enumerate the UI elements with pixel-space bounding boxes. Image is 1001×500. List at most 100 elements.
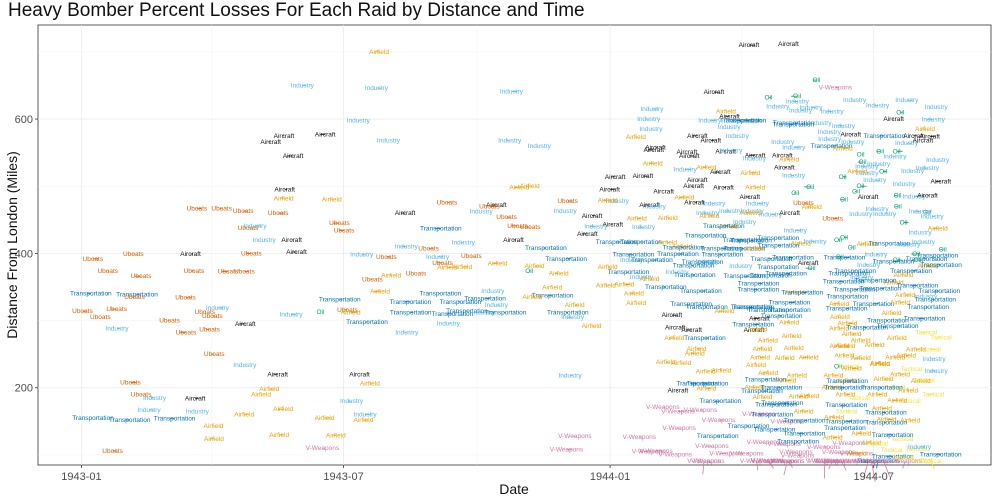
point-label: V-Weapons bbox=[691, 458, 725, 465]
point-label: Airfield bbox=[745, 185, 765, 192]
point-label: Transportation bbox=[464, 295, 506, 302]
point-label: Industry bbox=[726, 133, 750, 140]
point-label: Industry bbox=[832, 123, 856, 130]
data-point: Airfield bbox=[370, 289, 390, 296]
point-label: Airfield bbox=[872, 406, 892, 413]
point-label: Industry bbox=[498, 138, 522, 145]
point-label: Tactical bbox=[866, 441, 888, 448]
data-point: Transportation bbox=[440, 299, 482, 306]
point-label: Uboats bbox=[176, 330, 197, 337]
point-label: Industry bbox=[908, 230, 932, 237]
data-point: Aircraft bbox=[185, 395, 206, 402]
point-label: Airfield bbox=[915, 126, 935, 133]
point-label: Airfield bbox=[269, 432, 289, 439]
point-label: V-Weapons bbox=[819, 84, 853, 91]
data-point: Airfield bbox=[784, 345, 804, 352]
data-point: Airfield bbox=[204, 436, 224, 443]
point-label: Industry bbox=[481, 288, 505, 295]
data-point: Aircraft bbox=[235, 321, 256, 328]
data-point: Oil bbox=[791, 93, 802, 100]
point-label: Uboats bbox=[418, 246, 439, 253]
data-point: Tactical bbox=[881, 447, 903, 454]
data-point: Aircraft bbox=[639, 202, 660, 209]
point-label: Industry bbox=[863, 177, 887, 184]
y-axis-title: Distance From London (Miles) bbox=[4, 151, 20, 339]
point-label: Uboats bbox=[437, 199, 458, 206]
data-point: Transportation bbox=[826, 378, 868, 385]
data-point: Aircraft bbox=[582, 213, 603, 220]
data-point: Tactical bbox=[866, 441, 888, 448]
data-point: Industry bbox=[895, 97, 919, 104]
data-point: Airfield bbox=[696, 385, 716, 392]
point-label: Industry bbox=[865, 206, 889, 213]
point-label: Aircraft bbox=[719, 113, 740, 120]
data-point: V-Weapons bbox=[832, 440, 866, 447]
data-point: Airfield bbox=[752, 394, 772, 401]
point-label: Oil bbox=[894, 203, 903, 210]
point-label: Airfield bbox=[687, 346, 707, 353]
point-label: Airfield bbox=[847, 451, 867, 458]
data-point: Tactical bbox=[913, 377, 935, 384]
data-point: V-Weapons bbox=[623, 434, 657, 441]
data-point: Industry bbox=[895, 140, 919, 147]
point-label: Oil bbox=[812, 77, 821, 84]
data-point: V-Weapons bbox=[695, 443, 729, 450]
data-point: Aircraft bbox=[605, 174, 626, 181]
point-label: Tactical bbox=[881, 447, 903, 454]
point-label: Industry bbox=[818, 129, 842, 136]
point-label: Airfield bbox=[259, 386, 279, 393]
point-label: Aircraft bbox=[639, 202, 660, 209]
data-point: Airfield bbox=[890, 299, 910, 306]
data-point: Airfield bbox=[360, 381, 380, 388]
point-label: V-Weapons bbox=[306, 445, 340, 452]
data-point: Airfield bbox=[885, 355, 905, 362]
point-label: Airfield bbox=[890, 299, 910, 306]
data-point: Industry bbox=[696, 210, 720, 217]
data-point: Uboats bbox=[195, 309, 216, 316]
point-label: Uboats bbox=[199, 326, 220, 333]
data-point: Industry bbox=[771, 139, 795, 146]
point-leader-line bbox=[834, 460, 841, 463]
data-point: Airfield bbox=[685, 350, 705, 357]
data-point: Transportation bbox=[761, 313, 803, 320]
data-point: Transportation bbox=[620, 239, 662, 246]
point-label: Transportation bbox=[697, 433, 739, 440]
data-point: Uboats bbox=[120, 379, 141, 386]
point-label: Airfield bbox=[758, 338, 778, 345]
data-point: Aircraft bbox=[180, 251, 201, 258]
data-point: Transportation bbox=[750, 273, 792, 280]
point-label: Transportation bbox=[758, 235, 800, 242]
data-point: Aircraft bbox=[919, 134, 940, 141]
data-point: Airfield bbox=[274, 195, 294, 202]
point-label: Aircraft bbox=[605, 174, 626, 181]
data-point: Transportation bbox=[757, 264, 799, 271]
point-label: Transportation bbox=[732, 304, 774, 311]
point-leader-line bbox=[702, 460, 705, 475]
data-point: Transportation bbox=[723, 237, 765, 244]
data-point: Airfield bbox=[802, 204, 822, 211]
data-point: Industry bbox=[782, 144, 806, 151]
data-point: Transportation bbox=[390, 299, 432, 306]
data-point: Airfield bbox=[745, 246, 765, 253]
data-point: Oil bbox=[791, 190, 800, 197]
data-point: Airfield bbox=[791, 240, 811, 247]
data-point: Industry bbox=[921, 213, 945, 220]
data-point: Airfield bbox=[746, 362, 766, 369]
data-point: Transportation bbox=[464, 295, 506, 302]
data-point: Transportation bbox=[687, 381, 729, 388]
data-point: Industry bbox=[901, 168, 925, 175]
data-point: Aircraft bbox=[917, 193, 938, 200]
data-point: Oil bbox=[804, 184, 815, 191]
point-label: Industry bbox=[799, 105, 823, 112]
point-label: Transportation bbox=[731, 304, 773, 311]
data-point: V-Weapons bbox=[751, 457, 785, 464]
point-label: Aircraft bbox=[645, 144, 666, 151]
point-label: V-Weapons bbox=[888, 458, 922, 465]
data-point: Oil bbox=[879, 168, 888, 175]
point-label: Industry bbox=[733, 219, 757, 226]
data-point: Uboats bbox=[184, 268, 205, 275]
point-label: Industry bbox=[437, 320, 461, 327]
point-label: Transportation bbox=[761, 400, 803, 407]
point-label: Uboats bbox=[822, 215, 843, 222]
data-point: Uboats bbox=[362, 277, 383, 284]
